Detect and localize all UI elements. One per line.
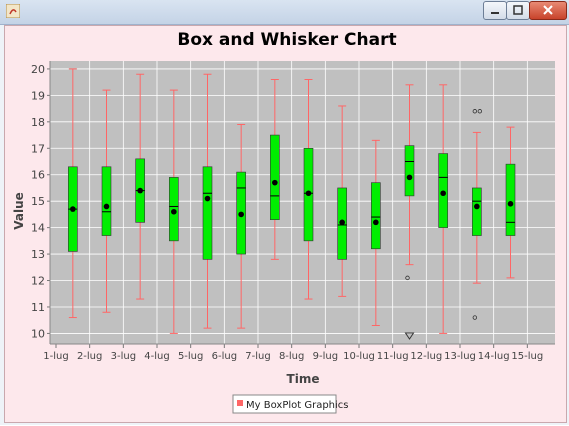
maximize-icon [513, 5, 523, 15]
legend: My BoxPlot Graphics [232, 394, 349, 414]
y-tick-label: 17 [31, 142, 45, 155]
x-tick-label: 4-lug [144, 351, 169, 362]
x-tick-label: 1-lug [43, 351, 68, 362]
mean-marker [440, 190, 446, 197]
mean-marker [103, 203, 110, 210]
box-body [202, 166, 213, 260]
box-whisker-chart: Box and Whisker Chart Value Time My BoxP… [12, 30, 555, 414]
legend-swatch [237, 400, 243, 406]
x-tick-label: 11-lug [377, 351, 409, 362]
x-tick-label: 14-lug [478, 351, 510, 362]
mean-marker [406, 174, 413, 181]
mean-marker [305, 190, 312, 197]
y-tick-label: 19 [31, 89, 45, 102]
outlier-marker [405, 275, 410, 281]
y-tick-label: 10 [31, 327, 45, 340]
y-tick-label: 13 [31, 248, 45, 261]
x-tick-label: 7-lug [245, 351, 270, 362]
legend-label: My BoxPlot Graphics [246, 400, 349, 411]
mean-marker [474, 203, 480, 210]
box-body [101, 166, 112, 236]
mean-marker [70, 206, 76, 212]
x-tick-label: 15-lug [511, 351, 543, 362]
y-tick-label: 15 [31, 195, 45, 208]
y-tick-label: 12 [31, 275, 45, 288]
chart-title: Box and Whisker Chart [177, 30, 396, 50]
x-tick-label: 5-lug [178, 351, 203, 362]
x-tick-label: 10-lug [343, 351, 375, 362]
outlier-marker [472, 315, 478, 320]
box-body [472, 187, 482, 236]
x-tick-label: 6-lug [212, 351, 237, 362]
x-tick-label: 12-lug [410, 351, 442, 362]
y-axis-label: Value [12, 192, 26, 230]
far-out-indicator [404, 332, 415, 340]
mean-marker [204, 195, 211, 202]
mean-marker [339, 219, 345, 226]
close-button[interactable] [529, 1, 567, 20]
x-tick-label: 8-lug [279, 351, 304, 362]
y-tick-label: 20 [31, 63, 45, 76]
java-cup-icon [6, 4, 20, 18]
legend-frame [232, 394, 337, 414]
x-tick-label: 9-lug [313, 351, 338, 362]
y-tick-label: 16 [31, 169, 45, 182]
plot-area [50, 61, 555, 344]
box-body [404, 145, 415, 197]
close-icon [543, 5, 553, 15]
mean-marker [507, 201, 514, 207]
box-body [505, 163, 516, 236]
outlier-marker [477, 109, 483, 114]
x-tick-label: 3-lug [111, 351, 136, 362]
mean-marker [171, 208, 177, 215]
minimize-icon [491, 12, 499, 14]
chart-panel: Box and Whisker Chart Value Time My BoxP… [4, 25, 567, 423]
mean-marker [272, 179, 278, 186]
mean-marker [373, 219, 379, 226]
minimize-button[interactable] [483, 1, 507, 20]
box-body [270, 134, 280, 220]
y-tick-label: 18 [31, 116, 45, 129]
mean-marker [137, 187, 143, 194]
y-tick-label: 14 [31, 222, 45, 235]
maximize-button[interactable] [506, 1, 530, 20]
outlier-marker [472, 109, 478, 114]
x-axis-label: Time [287, 372, 320, 386]
y-tick-label: 11 [31, 301, 45, 314]
title-bar[interactable] [0, 0, 569, 25]
x-tick-label: 13-lug [444, 351, 476, 362]
box-body [371, 182, 381, 250]
x-tick-label: 2-lug [77, 351, 102, 362]
mean-marker [238, 211, 244, 218]
